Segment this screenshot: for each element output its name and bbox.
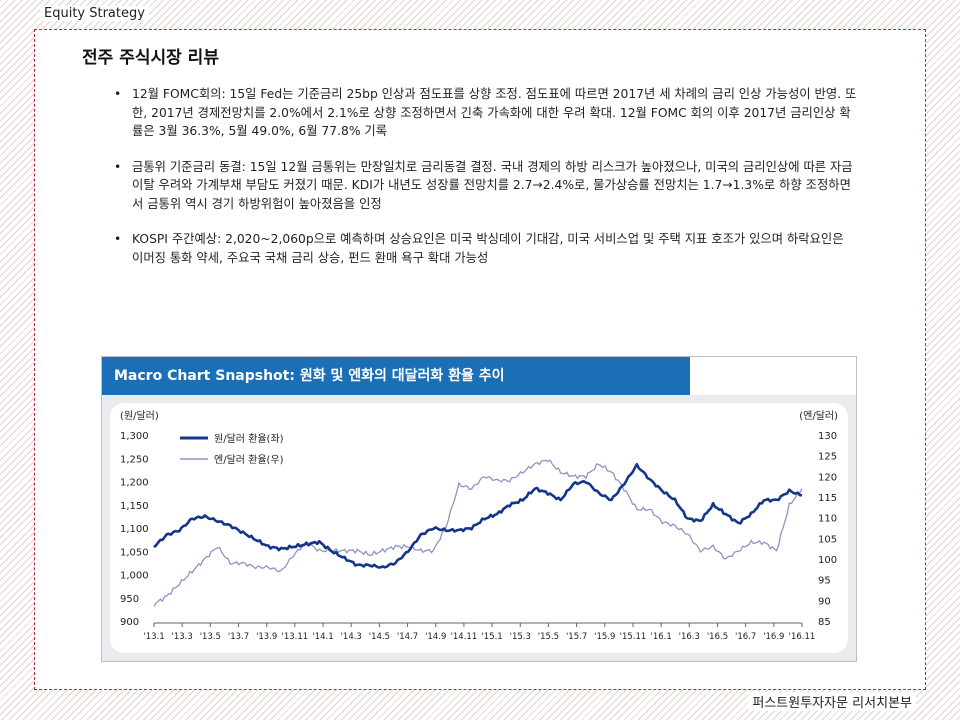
x-axis: '13.1 '13.3 '13.5 '13.7 '13.9 '13.11'14.1 '14.… [143,623,815,642]
x-tick-label: '14.3 [341,632,362,642]
y-right-tick-label: 90 [818,596,831,607]
x-tick-label: '15.3 [510,632,531,642]
x-tick-label: '16.7 [735,632,756,642]
x-tick-label: '13.7 [228,632,249,642]
x-tick-label: '16.9 [763,632,784,642]
x-tick-label: '13.3 [172,632,193,642]
fx-line-chart: (원/달러) (엔/달러) 1,3001,2501,2001,1501,1001… [120,410,838,642]
chart-background: (원/달러) (엔/달러) 1,300 1,250 1,200 1,150 1,100 1… [102,395,856,661]
chart-title: Macro Chart Snapshot: 원화 및 엔화의 대달러화 환율 추… [102,357,690,395]
x-tick-label: '15.7 [566,632,587,642]
y-right-tick-label: 130 [818,431,837,442]
y-right-tick-label: 100 [818,555,837,566]
x-tick-label: '15.5 [538,632,559,642]
y-right-axis: 130 125 120 115 110 105 100 95 90 85 [818,431,837,628]
x-tick-label: '15.9 [594,632,615,642]
chart-panel: Macro Chart Snapshot: 원화 및 엔화의 대달러화 환율 추… [101,356,857,662]
x-tick-label: '14.11 [451,632,478,642]
y-left-tick-label: 1,150 [120,501,149,512]
y-left-tick-label: 1,000 [120,571,149,582]
bullet-list: 12월 FOMC회의: 15일 Fed는 기준금리 25bp 인상과 점도표를 … [112,85,857,284]
x-tick-label: '16.5 [707,632,728,642]
y-right-tick-label: 125 [818,452,837,463]
x-tick-label: '16.3 [679,632,700,642]
y-left-tick-label: 900 [120,617,139,628]
bullet-kospi-outlook: KOSPI 주간예상: 2,020~2,060p으로 예측하며 상승요인은 미국… [112,230,857,267]
x-tick-label: '15.11 [620,632,647,642]
x-tick-label: '13.5 [200,632,221,642]
y-right-tick-label: 85 [818,617,831,628]
chart-area: (원/달러) (엔/달러) 1,300 1,250 1,200 1,150 1,100 1… [110,403,848,653]
series-line-jpy [153,459,803,607]
y-right-tick-label: 95 [818,576,831,587]
bullet-fomc: 12월 FOMC회의: 15일 Fed는 기준금리 25bp 인상과 점도표를 … [112,85,857,141]
page-title: 전주 주식시장 리뷰 [82,48,219,68]
y-left-tick-label: 1,300 [120,431,149,442]
x-tick-label: '13.11 [282,632,309,642]
y-right-tick-label: 115 [818,493,837,504]
series-layer [153,459,803,607]
x-tick-label: '13.1 [143,632,164,642]
y-right-tick-label: 110 [818,514,837,525]
y-left-unit: (원/달러) [120,410,159,422]
x-tick-label: '13.9 [256,632,277,642]
bullet-monetary-policy: 금통위 기준금리 동결: 15일 12월 금통위는 만장일치로 금리동결 결정.… [112,158,857,214]
y-left-tick-label: 1,100 [120,524,149,535]
y-left-axis: 1,300 1,250 1,200 1,150 1,100 1,050 1,000 950 90… [120,431,149,628]
legend-label-krw: 원/달러 환율(좌) [214,433,284,445]
x-tick-label: '14.5 [369,632,390,642]
x-tick-label: '14.1 [312,632,333,642]
series-line-krw [153,462,803,569]
y-left-tick-label: 950 [120,594,139,605]
footer-org: 퍼스트원투자자문 리서치본부 [748,692,916,711]
legend: 원/달러 환율(좌) 엔/달러 환율(우) [180,433,284,466]
x-tick-label: '16.11 [789,632,816,642]
x-tick-label: '14.7 [397,632,418,642]
y-right-tick-label: 120 [818,472,837,483]
legend-label-jpy: 엔/달러 환율(우) [214,454,284,466]
y-right-tick-label: 105 [818,534,837,545]
y-left-tick-label: 1,250 [120,454,149,465]
y-left-tick-label: 1,200 [120,478,149,489]
x-tick-label: '15.1 [481,632,502,642]
x-tick-label: '14.9 [425,632,446,642]
section-label: Equity Strategy [40,6,149,21]
y-right-unit: (엔/달러) [799,410,838,422]
y-left-tick-label: 1,050 [120,547,149,558]
x-tick-label: '16.1 [650,632,671,642]
